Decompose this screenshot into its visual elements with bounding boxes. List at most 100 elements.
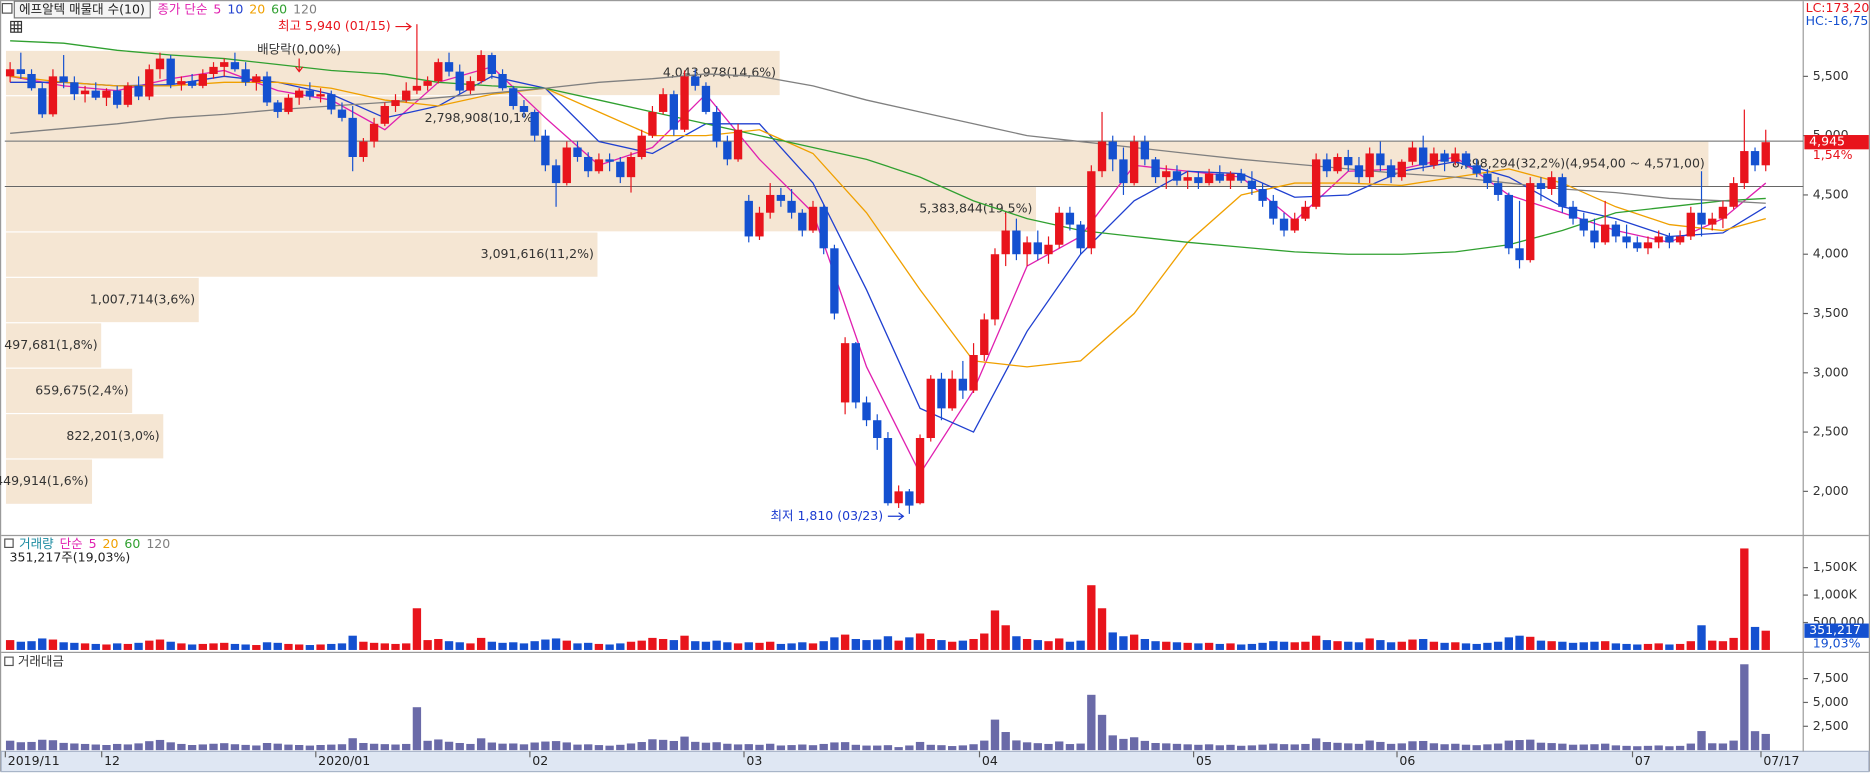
volume-bar <box>915 633 925 650</box>
value-bar <box>59 742 68 751</box>
volume-bar <box>584 642 593 650</box>
candle-body <box>380 106 389 124</box>
candle-body <box>1718 206 1728 219</box>
volume-bar <box>1065 641 1075 650</box>
x-tick-label: 02 <box>532 753 548 768</box>
volume-bar <box>1526 636 1535 650</box>
legend-entry: 5 <box>213 1 221 16</box>
hc-label: HC:-16,75 <box>1806 13 1869 28</box>
volume-bar <box>1504 637 1513 650</box>
x-tick-label: 04 <box>982 753 998 768</box>
value-bar <box>1354 743 1364 751</box>
volume-bar <box>348 635 357 650</box>
volume-bar <box>1162 641 1171 650</box>
candle-body <box>1590 230 1599 243</box>
value-bar <box>605 745 614 751</box>
volume-bar <box>658 638 668 650</box>
x-tick-label: 2019/11 <box>8 753 60 768</box>
value-bar <box>1108 735 1117 751</box>
legend-entry: 20 <box>103 535 119 550</box>
volume-bar <box>444 641 454 650</box>
candle-body <box>391 100 400 107</box>
volume-bar <box>1675 643 1685 650</box>
value-bar <box>466 743 475 751</box>
last-price-tag <box>1804 135 1869 150</box>
value-bar <box>637 742 646 751</box>
candle-body <box>766 194 775 213</box>
value-bar <box>744 744 753 751</box>
profile-label: 659,675(2,4%) <box>35 382 128 397</box>
volume-bar <box>894 640 903 650</box>
indicator-box[interactable] <box>13 0 151 19</box>
volume-bar <box>1044 641 1053 650</box>
candle-body <box>1097 141 1107 172</box>
volume-bar <box>1012 636 1021 650</box>
annotation: 최고 5,940 (01/15) <box>278 18 391 33</box>
grid-icon[interactable] <box>10 20 23 33</box>
icon <box>4 656 14 667</box>
value-bar <box>1504 740 1513 751</box>
ma-line <box>10 75 1766 368</box>
value-bar <box>1204 744 1214 751</box>
volume-bar <box>1611 643 1621 650</box>
value-bar <box>1451 743 1460 751</box>
volume-bar <box>1429 641 1439 650</box>
volume-bar <box>220 642 229 650</box>
candle-body <box>359 141 368 157</box>
value-bar <box>80 743 90 751</box>
value-bar <box>1087 694 1096 751</box>
value-bar <box>1183 744 1192 751</box>
volume-bar <box>1301 641 1310 650</box>
volume-bar <box>359 641 368 650</box>
y-tick-label: 2,500 <box>1813 424 1849 439</box>
profile-label: 449,914(1,6%) <box>0 473 88 488</box>
value-bar <box>252 745 261 751</box>
annotation-arrow <box>395 22 412 31</box>
legend-entry: 120 <box>293 1 317 16</box>
volume-bar <box>1547 641 1556 650</box>
candle-body <box>669 94 679 130</box>
candle-body <box>220 62 229 67</box>
candle-body <box>112 90 122 105</box>
value-bar <box>1526 739 1535 751</box>
value-bar <box>284 744 293 751</box>
legend-title: 종가 단순 <box>157 1 207 16</box>
candle-body <box>851 343 860 403</box>
volume-bar <box>1697 625 1706 650</box>
candle-body <box>1140 141 1150 160</box>
candle-body <box>1493 183 1503 195</box>
value-bar <box>380 744 389 751</box>
volume-bar <box>80 643 90 650</box>
value-bar <box>1611 745 1621 751</box>
volume-bar <box>145 640 154 650</box>
candle-body <box>947 378 957 409</box>
value-bar <box>1269 743 1278 751</box>
candle-body <box>1397 161 1406 178</box>
candle-body <box>423 81 432 86</box>
volume-bar <box>819 641 828 650</box>
candle-body <box>1055 212 1064 245</box>
value-bar <box>1654 745 1663 751</box>
ma-line <box>10 66 1767 475</box>
candle-body <box>541 135 550 166</box>
volume-bar <box>1022 638 1032 650</box>
value-bar <box>905 745 914 751</box>
profile-label: 8,898,294(32,2%)(4,954,00 ~ 4,571,00) <box>1452 155 1705 170</box>
profile-label: 1,007,714(3,6%) <box>90 292 195 307</box>
volume-bar <box>59 642 68 650</box>
value-bar <box>562 742 571 751</box>
value-bar <box>873 745 882 751</box>
icon[interactable] <box>1 2 13 14</box>
candle-body <box>1376 153 1385 166</box>
candle-body <box>487 55 497 75</box>
value-bar <box>1365 740 1374 751</box>
value-bar <box>1558 743 1567 751</box>
y-tick-label: 5,000 <box>1813 694 1849 709</box>
value-bar <box>273 743 282 751</box>
volume-bar <box>273 642 282 650</box>
annotation-arrow <box>887 512 905 521</box>
last-volume-pct: 19,03% <box>1813 635 1861 650</box>
change-label: 1,54% <box>1813 147 1853 162</box>
candle-body <box>273 102 282 112</box>
value-bar <box>1750 731 1760 751</box>
